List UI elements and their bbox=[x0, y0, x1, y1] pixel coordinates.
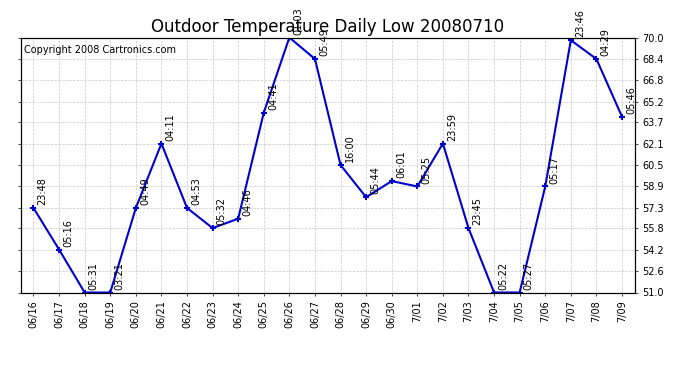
Text: 04:46: 04:46 bbox=[242, 188, 253, 216]
Text: 05:32: 05:32 bbox=[217, 197, 227, 225]
Text: 05:44: 05:44 bbox=[371, 166, 380, 194]
Text: 04:41: 04:41 bbox=[268, 82, 278, 110]
Text: 23:48: 23:48 bbox=[38, 177, 48, 205]
Text: 16:00: 16:00 bbox=[345, 135, 355, 162]
Text: 05:27: 05:27 bbox=[524, 262, 534, 290]
Text: 04:49: 04:49 bbox=[140, 177, 150, 205]
Text: 05:46: 05:46 bbox=[626, 86, 636, 114]
Text: 05:49: 05:49 bbox=[319, 28, 329, 56]
Text: 23:46: 23:46 bbox=[575, 9, 585, 38]
Text: 05:25: 05:25 bbox=[422, 156, 431, 184]
Text: 05:31: 05:31 bbox=[89, 262, 99, 290]
Text: 05:17: 05:17 bbox=[549, 156, 560, 184]
Title: Outdoor Temperature Daily Low 20080710: Outdoor Temperature Daily Low 20080710 bbox=[151, 18, 504, 36]
Text: 23:45: 23:45 bbox=[473, 197, 482, 225]
Text: 04:29: 04:29 bbox=[600, 28, 611, 56]
Text: 04:11: 04:11 bbox=[166, 113, 175, 141]
Text: 04:53: 04:53 bbox=[191, 177, 201, 205]
Text: 23:59: 23:59 bbox=[447, 113, 457, 141]
Text: 05:16: 05:16 bbox=[63, 219, 73, 247]
Text: Copyright 2008 Cartronics.com: Copyright 2008 Cartronics.com bbox=[23, 45, 176, 55]
Text: 06:01: 06:01 bbox=[396, 151, 406, 178]
Text: 01:03: 01:03 bbox=[293, 7, 304, 35]
Text: 03:21: 03:21 bbox=[115, 262, 124, 290]
Text: 05:22: 05:22 bbox=[498, 262, 509, 290]
